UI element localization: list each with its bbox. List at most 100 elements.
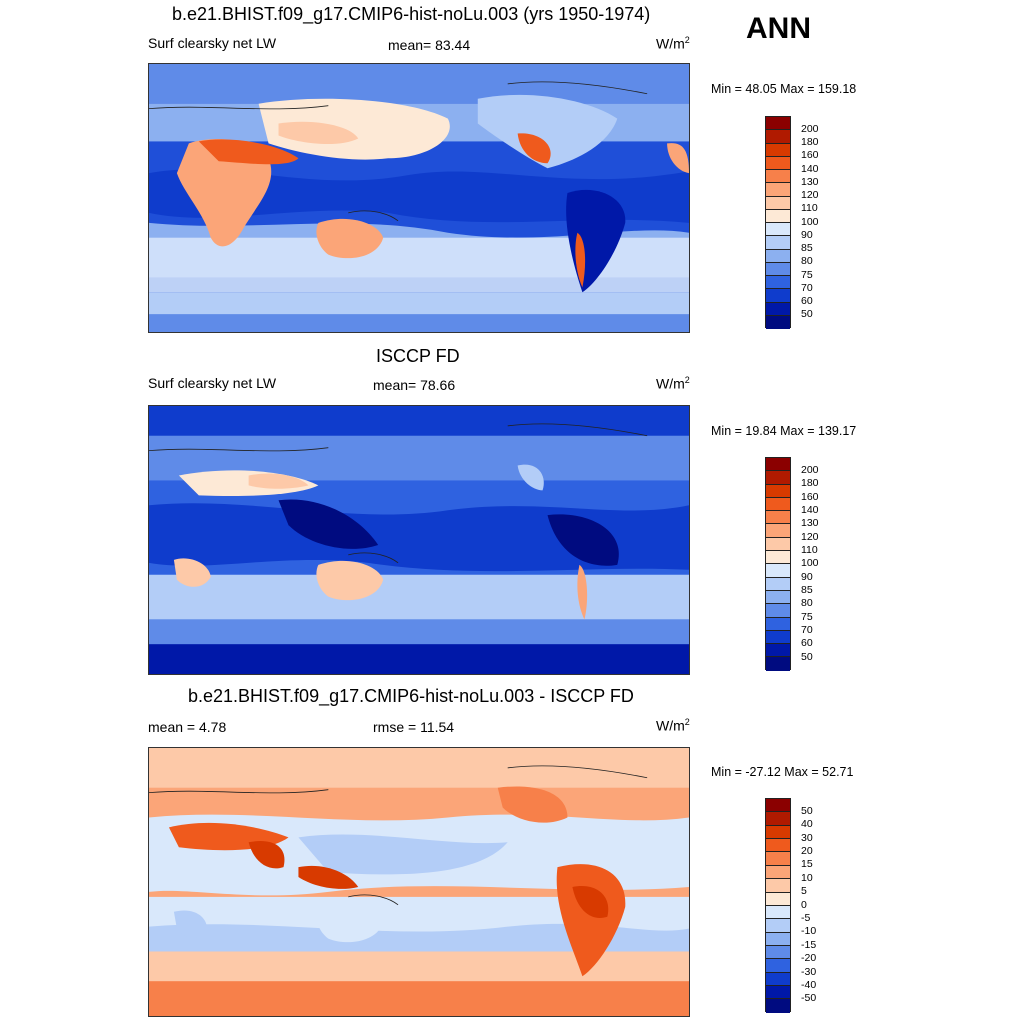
colorbar-swatch	[766, 484, 790, 498]
colorbar-swatch	[766, 156, 790, 170]
colorbar-swatch	[766, 564, 790, 578]
panel3-map	[148, 747, 690, 1017]
colorbar-swatch	[766, 644, 790, 658]
colorbar-swatch	[766, 812, 790, 826]
panel3-minmax: Min = -27.12 Max = 52.71	[711, 765, 854, 779]
panel1-units: W/m2	[656, 35, 690, 52]
colorbar-tick-label: 15	[801, 858, 813, 870]
colorbar-swatch	[766, 986, 790, 1000]
australia-landmass	[316, 560, 384, 601]
southern-africa-patch	[173, 910, 207, 938]
colorbar-swatch	[766, 865, 790, 880]
colorbar-swatch	[766, 276, 790, 290]
colorbar-tick-label: 90	[801, 229, 813, 241]
panel3-units: W/m2	[656, 717, 690, 734]
colorbar-tick-label: 130	[801, 176, 819, 188]
colorbar-swatch	[766, 617, 790, 631]
colorbar-tick-label: 10	[801, 872, 813, 884]
colorbar-swatch	[766, 879, 790, 893]
colorbar-swatch	[766, 183, 790, 197]
southern-africa-patch	[173, 558, 211, 587]
colorbar-tick-label: -10	[801, 925, 817, 937]
colorbar-tick-label: 75	[801, 269, 813, 281]
north-america-west	[517, 464, 544, 491]
colorbar-swatch	[766, 999, 790, 1013]
panel3-colorbar	[765, 798, 791, 1013]
maritime-continent-hotspot	[298, 865, 359, 889]
colorbar-swatch	[766, 497, 790, 512]
colorbar-tick-label: 80	[801, 255, 813, 267]
colorbar-swatch	[766, 289, 790, 303]
panel2-title: ISCCP FD	[376, 346, 460, 366]
colorbar-swatch	[766, 839, 790, 853]
colorbar-swatch	[766, 249, 790, 263]
colorbar-tick-label: 75	[801, 611, 813, 623]
colorbar-tick-label: 160	[801, 149, 819, 161]
colorbar-tick-label: 100	[801, 216, 819, 228]
colorbar-swatch	[766, 511, 790, 525]
colorbar-swatch	[766, 524, 790, 538]
panel1-variable-label: Surf clearsky net LW	[148, 35, 277, 51]
panel1-minmax: Min = 48.05 Max = 159.18	[711, 82, 857, 96]
panel2-colorbar	[765, 457, 791, 671]
colorbar-tick-label: 5	[801, 885, 807, 897]
colorbar-tick-label: 40	[801, 818, 813, 830]
colorbar-tick-label: -30	[801, 966, 817, 978]
colorbar-swatch	[766, 209, 790, 223]
colorbar-swatch	[766, 945, 790, 960]
colorbar-tick-label: 110	[801, 202, 818, 214]
colorbar-swatch	[766, 604, 790, 618]
panel2-variable-label: Surf clearsky net LW	[148, 375, 277, 391]
colorbar-swatch	[766, 892, 790, 906]
colorbar-tick-label: 180	[801, 136, 819, 148]
colorbar-tick-label: 70	[801, 624, 813, 636]
panel1-colorbar	[765, 116, 791, 329]
colorbar-swatch	[766, 458, 790, 472]
colorbar-swatch	[766, 932, 790, 946]
colorbar-swatch	[766, 315, 790, 329]
colorbar-tick-label: -5	[801, 912, 811, 924]
andes-strip	[575, 232, 586, 288]
colorbar-swatch	[766, 302, 790, 316]
colorbar-swatch	[766, 852, 790, 866]
arabia-patch	[248, 473, 309, 489]
colorbar-swatch	[766, 236, 790, 250]
panel1-title: b.e21.BHIST.f09_g17.CMIP6-hist-noLu.003 …	[172, 4, 651, 24]
colorbar-tick-label: 140	[801, 163, 819, 175]
colorbar-tick-label: 50	[801, 308, 813, 320]
asia-landmass	[258, 98, 450, 160]
colorbar-tick-label: -40	[801, 979, 817, 991]
colorbar-swatch	[766, 551, 790, 565]
colorbar-tick-label: 85	[801, 584, 813, 596]
colorbar-tick-label: 110	[801, 544, 818, 556]
colorbar-tick-label: 0	[801, 899, 807, 911]
colorbar-swatch	[766, 130, 790, 144]
africa-landmass	[176, 139, 272, 247]
andes-strip	[577, 564, 588, 620]
colorbar-tick-label: 200	[801, 123, 819, 135]
colorbar-swatch	[766, 972, 790, 987]
arabia-sahara-hotspot	[198, 139, 299, 165]
colorbar-swatch	[766, 657, 790, 671]
central-asia-patch	[278, 121, 359, 144]
colorbar-tick-label: 90	[801, 571, 813, 583]
colorbar-tick-label: 120	[801, 531, 819, 543]
colorbar-tick-label: 140	[801, 504, 819, 516]
colorbar-tick-label: 50	[801, 805, 813, 817]
colorbar-tick-label: 60	[801, 295, 813, 307]
colorbar-swatch	[766, 196, 790, 210]
colorbar-tick-label: 100	[801, 557, 819, 569]
australia-patch	[316, 902, 384, 943]
panel2-mean-label: mean= 78.66	[373, 377, 456, 393]
colorbar-tick-label: 200	[801, 464, 819, 476]
colorbar-swatch	[766, 590, 790, 605]
north-america-landmass	[477, 94, 618, 169]
season-label: ANN	[746, 12, 811, 45]
colorbar-swatch	[766, 919, 790, 933]
colorbar-tick-label: -50	[801, 992, 817, 1004]
colorbar-swatch	[766, 577, 790, 591]
colorbar-swatch	[766, 117, 790, 131]
colorbar-swatch	[766, 143, 790, 157]
colorbar-tick-label: 180	[801, 477, 819, 489]
colorbar-tick-label: 80	[801, 597, 813, 609]
